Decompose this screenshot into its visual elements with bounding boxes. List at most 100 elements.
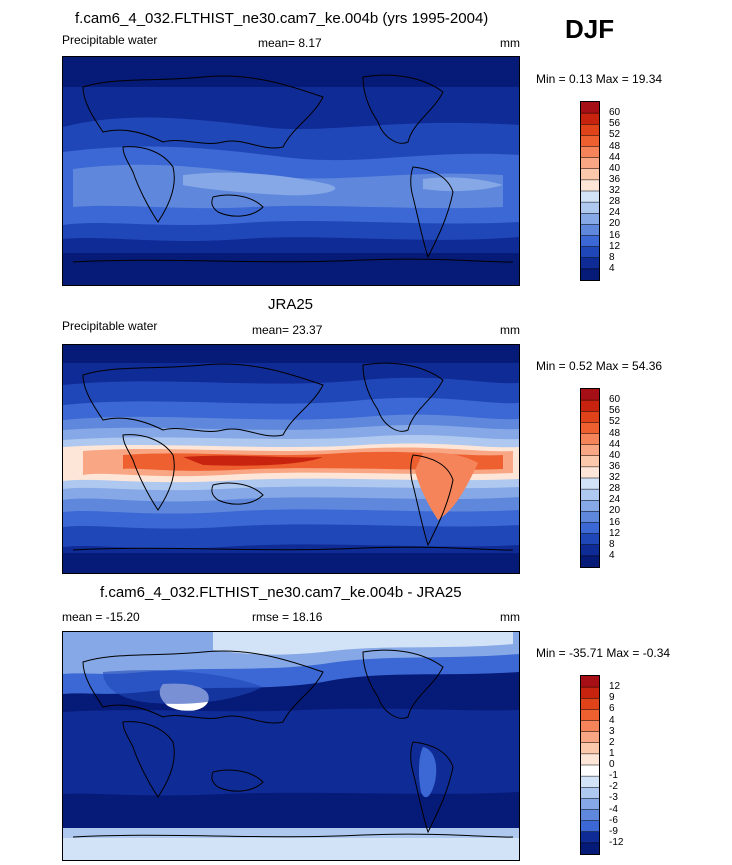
panel-2-colorbar-swatch-4 <box>581 433 599 446</box>
panel-1-colorbar-tick-label: 40 <box>609 162 621 174</box>
panel-1-colorbar-tick-label: 16 <box>609 229 621 241</box>
panel-1-colorbar-tick-label: 60 <box>609 107 621 119</box>
panel-1-colorbar-svg <box>581 102 599 281</box>
panel-2-colorbar-tick-label: 4 <box>609 549 615 561</box>
panel-3-colorbar-tick-label: 1 <box>609 747 615 759</box>
panel-3-colorbar-tick-label: -6 <box>609 814 618 826</box>
panel-2-colorbar-swatch-8 <box>581 478 599 490</box>
panel-3-colorbar-tick-label: -12 <box>609 836 624 848</box>
panel-2-title: JRA25 <box>268 296 314 313</box>
panel-2-colorbar-swatch-9 <box>581 489 599 501</box>
panel-1-colorbar-swatch-9 <box>581 202 599 214</box>
panel-2-colorbar-swatch-15 <box>581 555 599 568</box>
panel-3-colorbar-swatch-5 <box>581 731 599 744</box>
panel-2-colorbar-tick-label: 20 <box>609 505 621 517</box>
panel-2-colorbar-tick-label: 56 <box>609 405 621 417</box>
panel-1-colorbar-tick-label: 56 <box>609 118 621 130</box>
panel-3-colorbar-swatch-3 <box>581 709 599 722</box>
panel-2-colorbar-tick-label: 36 <box>609 460 621 472</box>
panel-1-colorbar-tick-label: 4 <box>609 262 615 274</box>
panel-3-colorbar-svg <box>581 676 599 855</box>
panel-1-map <box>62 56 520 286</box>
panel-1-colorbar-tick-label: 48 <box>609 140 621 152</box>
panel-1-colorbar-swatch-0 <box>581 102 599 114</box>
panel-3-colorbar-swatch-13 <box>581 820 599 833</box>
panel-2-minmax: Min = 0.52 Max = 54.36 <box>536 359 663 373</box>
panel-1-colorbar-swatch-10 <box>581 213 599 225</box>
panel-3-colorbar-swatch-15 <box>581 842 599 855</box>
panel-2-colorbar-swatch-10 <box>581 500 599 512</box>
panel-1-colorbar: 60 56 52 48 44 40 36 32 28 24 20 16 12 8 4 <box>580 101 620 281</box>
panel-3-colorbar-swatch-9 <box>581 776 599 788</box>
panel-1-colorbar-swatch-13 <box>581 246 599 259</box>
panel-2-colorbar-tick-label: 28 <box>609 483 621 495</box>
panel-1-colorbar-swatch-12 <box>581 235 599 248</box>
panel-2-colorbar-tick-label: 8 <box>609 538 615 550</box>
panel-2-map <box>62 344 520 574</box>
panel-1-colorbar-swatch-8 <box>581 191 599 203</box>
panel-3-rmse-label: rmse = 18.16 <box>252 610 323 624</box>
panel-1-map-svg <box>63 57 519 285</box>
panel-2-colorbar: 60 56 52 48 44 40 36 32 28 24 20 16 12 8 4 <box>580 388 620 568</box>
panel-3-colorbar-swatch-12 <box>581 809 599 822</box>
panel-2-colorbar-tick-label: 40 <box>609 449 621 461</box>
panel-2-colorbar-tick-label: 60 <box>609 394 621 406</box>
panel-3-colorbar: 12 9 6 4 3 2 1 0 -1 -2 -3 -4 -6 -9 -12 <box>580 675 623 855</box>
panel-1-mean-label: mean= 8.17 <box>258 36 322 50</box>
panel-3-colorbar-swatch-14 <box>581 831 599 844</box>
panel-3-colorbar-tick-label: 0 <box>609 759 615 770</box>
panel-3-title: f.cam6_4_032.FLTHIST_ne30.cam7_ke.004b -… <box>100 584 462 601</box>
panel-1-colorbar-swatch-2 <box>581 124 599 136</box>
panel-1-colorbar-tick-label: 20 <box>609 218 621 230</box>
panel-3-colorbar-tick-label: -9 <box>609 825 618 837</box>
panel-2-colorbar-svg <box>581 389 599 568</box>
panel-2-colorbar-tick-label: 32 <box>609 472 621 483</box>
panel-3-minmax: Min = -35.71 Max = -0.34 <box>536 646 671 660</box>
panel-2-colorbar-tick-label: 48 <box>609 427 621 439</box>
panel-1-colorbar-swatch-3 <box>581 135 599 148</box>
panel-2-colorbar-swatch-13 <box>581 533 599 546</box>
panel-3-colorbar-swatch-6 <box>581 742 599 755</box>
panel-2-colorbar-tick-label: 16 <box>609 516 621 528</box>
panel-3-colorbar-tick-label: 6 <box>609 703 615 715</box>
panel-2-colorbar-tick-label: 24 <box>609 494 621 506</box>
panel-1-colorbar-swatch-5 <box>581 157 599 170</box>
panel-2-colorbar-tick-label: 52 <box>609 416 621 428</box>
panel-1-colorbar-tick-label: 28 <box>609 196 621 208</box>
panel-2-colorbar-tick-label: 12 <box>609 527 621 539</box>
panel-1-left-label: Precipitable water <box>62 33 158 47</box>
panel-2-colorbar-swatch-0 <box>581 389 599 401</box>
panel-1-colorbar-swatch-11 <box>581 224 599 237</box>
panel-1-colorbar-swatch-4 <box>581 146 599 159</box>
panel-1-colorbar-tick-label: 8 <box>609 251 615 263</box>
panel-2-colorbar-swatch-1 <box>581 400 599 412</box>
panel-1-colorbar-swatch-6 <box>581 168 599 181</box>
panel-1-colorbar-tick-label: 12 <box>609 240 621 252</box>
panel-3-colorbar-swatch-4 <box>581 720 599 733</box>
panel-3-colorbar-swatch-11 <box>581 798 599 811</box>
season-label: DJF <box>565 14 615 44</box>
panel-3-colorbar-tick-label: -4 <box>609 803 618 815</box>
panel-2-colorbar-swatch-6 <box>581 455 599 468</box>
panel-3-colorbar-swatch-10 <box>581 787 599 799</box>
panel-3-colorbar-tick-label: 4 <box>609 714 615 726</box>
panel-3-colorbar-swatch-1 <box>581 687 599 699</box>
panel-2-colorbar-swatch-11 <box>581 511 599 524</box>
panel-2-colorbar-swatch-7 <box>581 466 599 479</box>
panel-2-colorbar-swatch-2 <box>581 411 599 423</box>
panel-3-colorbar-swatch-2 <box>581 698 599 710</box>
panel-2-left-label: Precipitable water <box>62 319 158 333</box>
panel-1-colorbar-tick-label: 52 <box>609 129 621 141</box>
panel-1-colorbar-tick-label: 36 <box>609 173 621 185</box>
panel-1-units: mm <box>500 36 520 50</box>
panel-2-mean-label: mean= 23.37 <box>252 323 323 337</box>
panel-2-colorbar-swatch-5 <box>581 444 599 457</box>
panel-3-colorbar-swatch-7 <box>581 753 599 766</box>
panel-1-colorbar-swatch-15 <box>581 268 599 281</box>
panel-3-colorbar-tick-label: -3 <box>609 792 618 804</box>
panel-2-map-svg <box>63 345 519 573</box>
panel-3-units: mm <box>500 610 520 624</box>
panel-2-colorbar-box <box>580 388 600 568</box>
panel-3-colorbar-tick-label: 9 <box>609 692 615 704</box>
panel-3-colorbar-swatch-8 <box>581 765 599 777</box>
